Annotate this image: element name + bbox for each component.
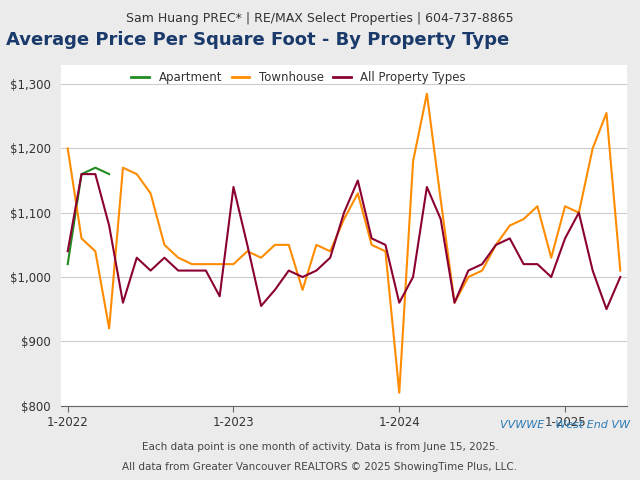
Text: All data from Greater Vancouver REALTORS © 2025 ShowingTime Plus, LLC.: All data from Greater Vancouver REALTORS…: [122, 462, 518, 472]
Text: Each data point is one month of activity. Data is from June 15, 2025.: Each data point is one month of activity…: [141, 442, 499, 452]
Text: Sam Huang PREC* | RE/MAX Select Properties | 604-737-8865: Sam Huang PREC* | RE/MAX Select Properti…: [126, 12, 514, 25]
Text: Average Price Per Square Foot - By Property Type: Average Price Per Square Foot - By Prope…: [6, 31, 509, 49]
Legend: Apartment, Townhouse, All Property Types: Apartment, Townhouse, All Property Types: [131, 71, 466, 84]
Text: VVWWE - West End VW: VVWWE - West End VW: [500, 420, 630, 430]
